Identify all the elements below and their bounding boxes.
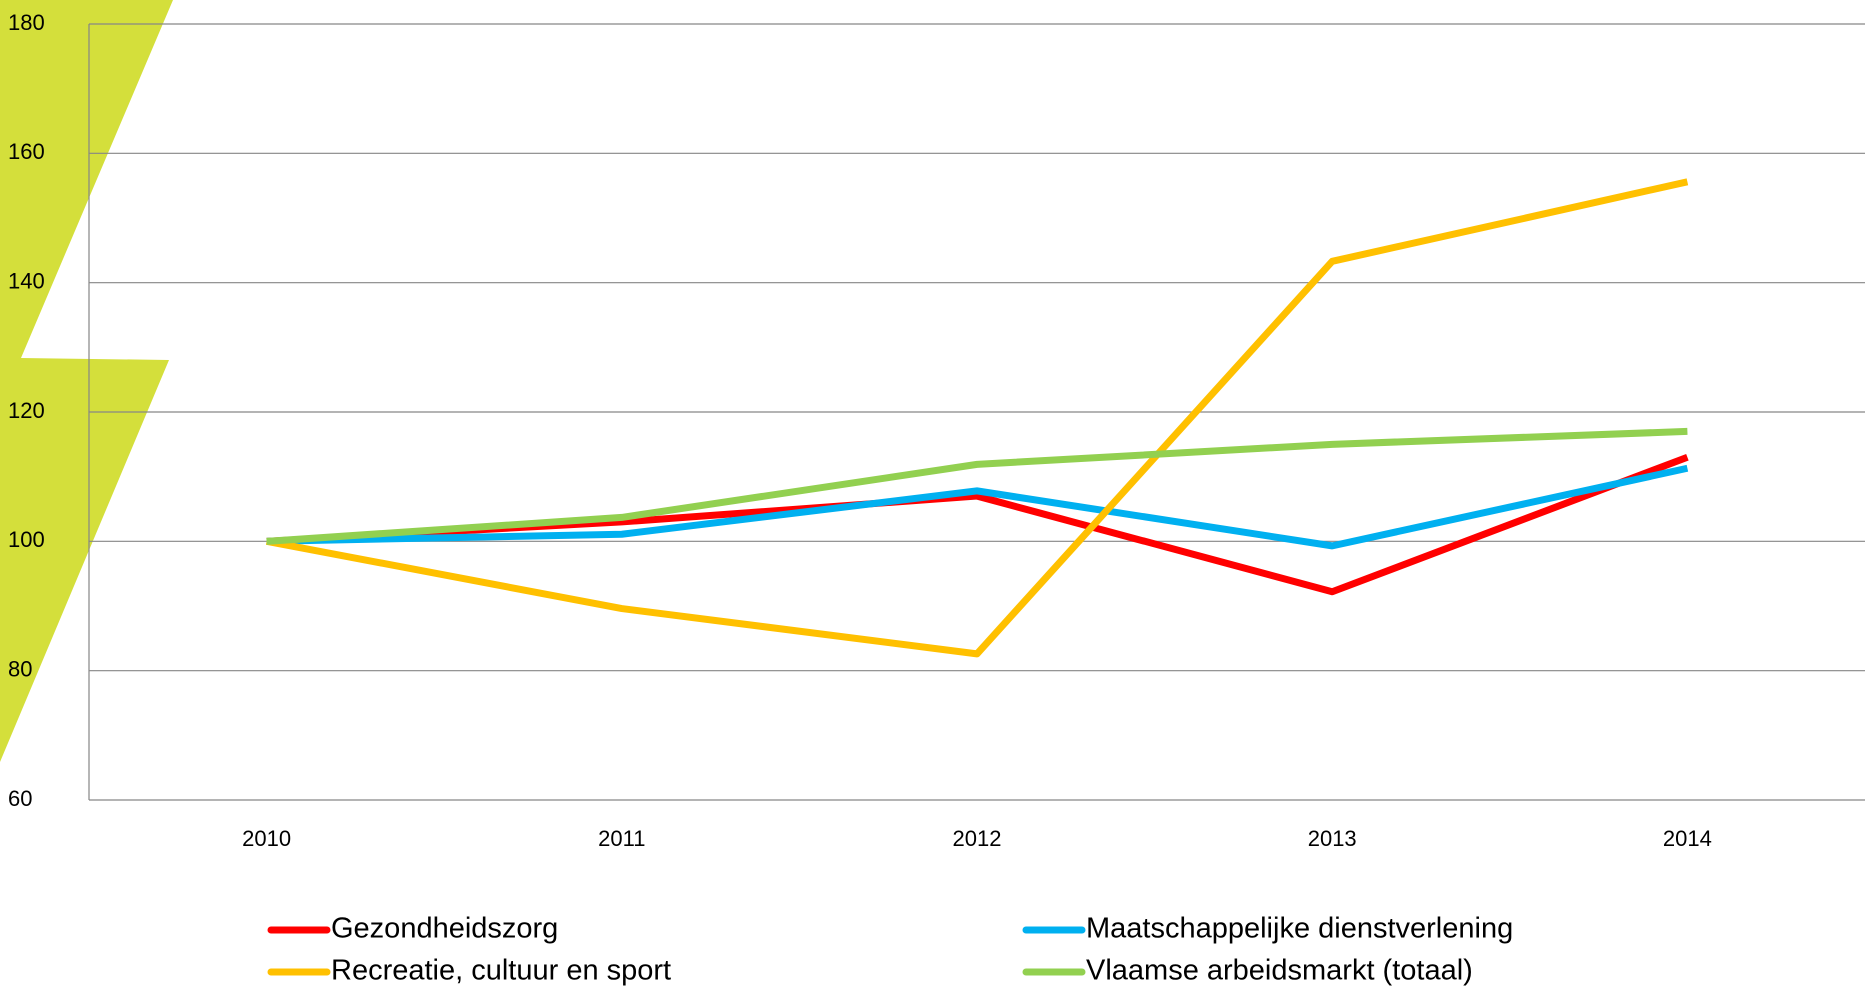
legend: Gezondheidszorg Maatschappelijke dienstve…	[271, 913, 1513, 987]
series-line	[267, 431, 1688, 541]
x-tick-label: 2012	[953, 826, 1002, 851]
series-line	[267, 182, 1688, 654]
series-line	[267, 468, 1688, 546]
y-tick-label: 140	[8, 268, 45, 293]
decoration	[0, 0, 173, 762]
legend-label: Maatschappelijke dienstverlening	[1086, 913, 1513, 945]
legend-label: Recreatie, cultuur en sport	[331, 955, 671, 987]
legend-label: Vlaamse arbeidsmarkt (totaal)	[1086, 955, 1473, 987]
legend-label: Gezondheidszorg	[331, 913, 558, 945]
x-tick-label: 2010	[242, 826, 291, 851]
y-tick-label: 60	[8, 786, 32, 811]
y-tick-label: 120	[8, 398, 45, 423]
y-tick-label: 180	[8, 10, 45, 35]
y-tick-label: 100	[8, 527, 45, 552]
y-tick-label: 80	[8, 656, 32, 681]
x-tick-label: 2014	[1663, 826, 1712, 851]
y-tick-label: 160	[8, 139, 45, 164]
x-tick-label: 2011	[598, 826, 645, 851]
chart: 60 80 100 120 140 160 180 2010 2011 2012 2013 2014 G…	[0, 0, 1865, 996]
x-tick-label: 2013	[1308, 826, 1357, 851]
